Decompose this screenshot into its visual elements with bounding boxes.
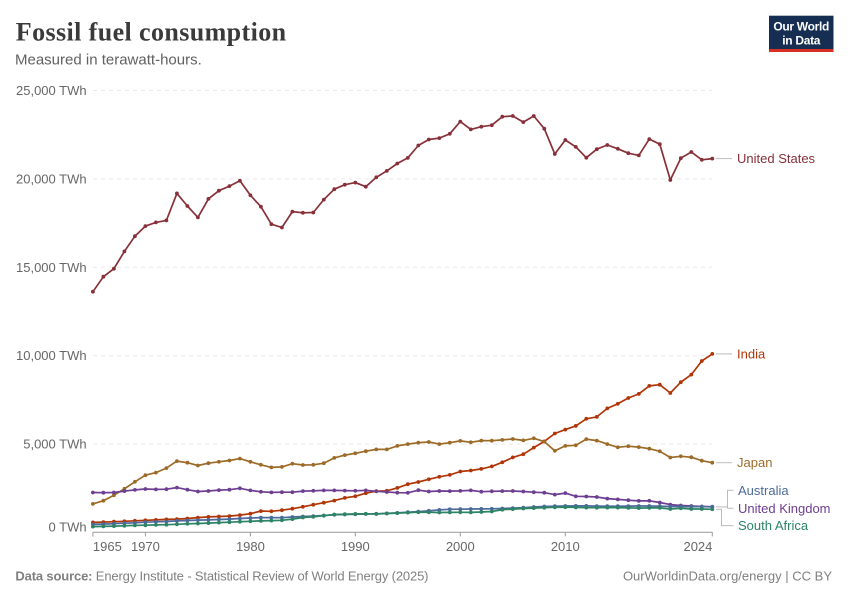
svg-text:Japan: Japan: [737, 455, 772, 470]
svg-text:South Africa: South Africa: [738, 518, 809, 533]
svg-text:India: India: [737, 347, 766, 362]
svg-text:1965: 1965: [93, 539, 122, 554]
svg-text:15,000 TWh: 15,000 TWh: [16, 260, 87, 275]
svg-text:0 TWh: 0 TWh: [49, 520, 87, 535]
svg-text:1980: 1980: [236, 539, 265, 554]
svg-text:20,000 TWh: 20,000 TWh: [16, 171, 87, 186]
svg-text:Australia: Australia: [738, 483, 789, 498]
svg-text:2000: 2000: [446, 539, 475, 554]
svg-text:25,000 TWh: 25,000 TWh: [16, 83, 87, 98]
svg-text:Our World: Our World: [773, 20, 829, 34]
svg-text:10,000 TWh: 10,000 TWh: [16, 348, 87, 363]
svg-text:2024: 2024: [683, 539, 712, 554]
svg-text:1990: 1990: [341, 539, 370, 554]
svg-text:United Kingdom: United Kingdom: [738, 501, 831, 516]
svg-text:1970: 1970: [131, 539, 160, 554]
svg-text:OurWorldinData.org/energy | CC: OurWorldinData.org/energy | CC BY: [623, 569, 832, 584]
svg-text:Data source: Energy Institute: Data source: Energy Institute - Statisti…: [15, 569, 428, 584]
svg-text:2010: 2010: [551, 539, 580, 554]
svg-text:Fossil fuel consumption: Fossil fuel consumption: [16, 17, 287, 46]
svg-text:United States: United States: [737, 151, 816, 166]
svg-text:5,000 TWh: 5,000 TWh: [23, 437, 86, 452]
svg-text:Measured in terawatt-hours.: Measured in terawatt-hours.: [15, 52, 202, 69]
svg-text:in Data: in Data: [782, 33, 821, 47]
